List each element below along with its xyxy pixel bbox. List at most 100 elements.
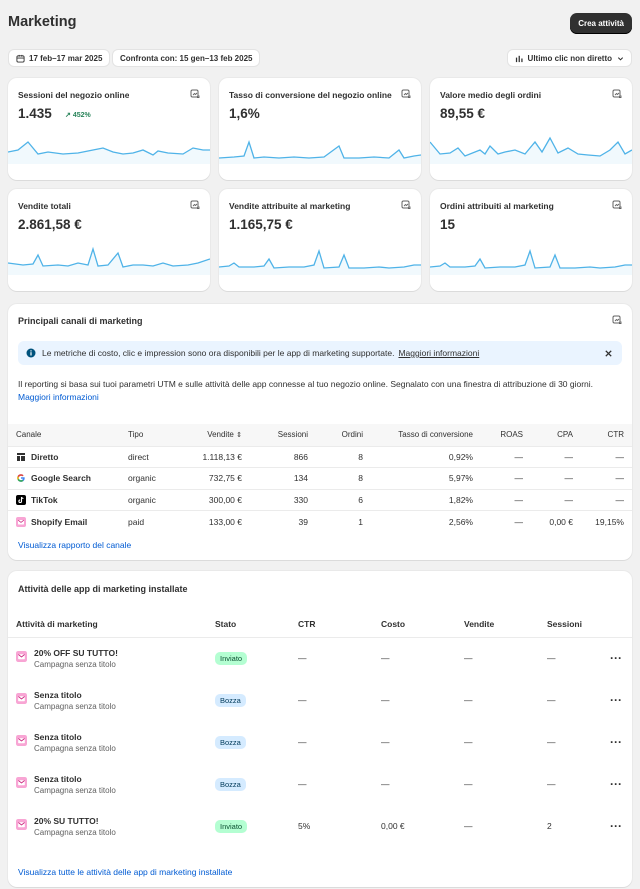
date-range-picker[interactable]: 17 feb–17 mar 2025	[8, 49, 111, 67]
actions-cell: ···	[602, 679, 632, 721]
compare-picker[interactable]: Confronta con: 15 gen–13 feb 2025	[112, 49, 261, 67]
metric-value: 89,55 €	[440, 106, 486, 121]
banner-learn-more-link[interactable]: Maggiori informazioni	[398, 348, 480, 358]
sparkline	[219, 248, 421, 275]
activity-subtitle: Campagna senza titolo	[34, 743, 116, 753]
channel-name: Diretto	[31, 451, 59, 462]
status-badge: Inviato	[215, 819, 248, 833]
channel-sales: 133,00 €	[180, 510, 250, 532]
report-icon[interactable]	[612, 200, 622, 210]
activity-name[interactable]: Senza titolo	[34, 773, 82, 784]
table-row[interactable]: Senza titolo Campagna senza titolo Bozza — —…	[8, 763, 632, 805]
actions-cell: ···	[602, 721, 632, 763]
status-badge: Bozza	[215, 693, 246, 707]
col-sales-label: Vendite	[207, 430, 234, 440]
date-range-label: 17 feb–17 mar 2025	[29, 53, 103, 63]
more-actions-icon[interactable]: ···	[610, 693, 622, 707]
table-row[interactable]: Diretto direct 1.118,13 €866 8 0,92% — — —	[8, 445, 632, 468]
sort-icon: ⇕	[236, 432, 242, 440]
activity-cell: Senza titolo Campagna senza titolo	[8, 763, 207, 805]
metric-card[interactable]: Vendite attribuite al marketing 1.165,75 …	[219, 189, 421, 291]
channel-name-cell: Diretto	[8, 445, 120, 468]
table-row[interactable]: Google Search organic 732,75 €134 8 5,97% — — —	[8, 467, 632, 489]
report-icon[interactable]	[401, 89, 411, 99]
view-all-activities-link[interactable]: Visualizza tutte le attività delle app d…	[18, 867, 233, 877]
status-cell: Bozza	[207, 721, 290, 763]
channel-ctr: —	[581, 445, 632, 468]
channel-type: direct	[120, 445, 180, 468]
activity-sessions: —	[547, 737, 556, 747]
activity-name[interactable]: 20% SU TUTTO!	[34, 815, 99, 826]
metric-card[interactable]: Ordini attribuiti al marketing 15	[430, 189, 632, 291]
channel-name: TikTok	[31, 494, 58, 505]
activity-name[interactable]: Senza titolo	[34, 689, 82, 700]
metric-value: 15	[440, 217, 456, 232]
metric-card[interactable]: Valore medio degli ordini 89,55 €	[430, 78, 632, 180]
channel-roas: —	[481, 467, 531, 489]
channel-sales: 1.118,13 €	[180, 445, 250, 468]
google-icon	[17, 474, 25, 483]
table-row[interactable]: TikTok organic 300,00 €330 6 1,82% — — —	[8, 488, 632, 511]
view-channel-report-link[interactable]: Visualizza rapporto del canale	[18, 540, 132, 550]
activity-sales: —	[464, 737, 473, 747]
activity-name[interactable]: Senza titolo	[34, 731, 82, 742]
table-row[interactable]: 20% OFF SU TUTTO! Campagna senza titolo In…	[8, 637, 632, 679]
more-actions-icon[interactable]: ···	[610, 651, 622, 666]
col-sessions[interactable]: Sessioni	[250, 424, 316, 446]
tiktok-icon	[16, 494, 26, 505]
table-header-row: Canale Tipo Vendite ⇕ Sessioni Ordini Ta…	[8, 424, 632, 446]
channel-sessions: 134	[250, 467, 316, 489]
report-icon[interactable]	[190, 89, 200, 99]
activity-sales: —	[464, 653, 473, 664]
col-conversion[interactable]: Tasso di conversione	[371, 424, 481, 446]
activity-ctr: —	[298, 779, 307, 789]
metric-card[interactable]: Vendite totali 2.861,58 €	[8, 189, 210, 291]
report-icon[interactable]	[401, 200, 411, 210]
more-actions-icon[interactable]: ···	[610, 819, 622, 833]
col-ctr[interactable]: CTR	[581, 424, 632, 446]
col-channel[interactable]: Canale	[8, 424, 120, 446]
more-actions-icon[interactable]: ···	[610, 735, 622, 749]
col-actions	[602, 611, 632, 638]
metric-card[interactable]: Sessioni del negozio online 1.435 ↗ 452%	[8, 78, 210, 180]
info-icon	[26, 348, 36, 358]
activity-name[interactable]: 20% OFF SU TUTTO!	[34, 647, 118, 658]
col-ctr: CTR	[290, 611, 373, 638]
col-orders[interactable]: Ordini	[316, 424, 371, 446]
activity-cell: Senza titolo Campagna senza titolo	[8, 721, 207, 763]
learn-more-link[interactable]: Maggiori informazioni	[18, 392, 99, 402]
table-row[interactable]: Senza titolo Campagna senza titolo Bozza — —…	[8, 679, 632, 721]
activity-sales: —	[464, 695, 473, 705]
activity-sessions: —	[547, 779, 556, 789]
channel-ctr: 19,15%	[581, 510, 632, 532]
channels-table: Canale Tipo Vendite ⇕ Sessioni Ordini Ta…	[8, 424, 632, 532]
activity-subtitle: Campagna senza titolo	[34, 701, 116, 711]
report-icon[interactable]	[612, 315, 622, 325]
close-icon[interactable]	[604, 349, 613, 358]
report-icon[interactable]	[190, 200, 200, 210]
table-row[interactable]: 20% SU TUTTO! Campagna senza titolo Inviat…	[8, 805, 632, 847]
channel-conversion: 2,56%	[371, 510, 481, 532]
table-row[interactable]: Shopify Email paid 133,00 €39 1 2,56% —0,00 €…	[8, 510, 632, 532]
activity-cell: Senza titolo Campagna senza titolo	[8, 679, 207, 721]
status-badge: Inviato	[215, 651, 248, 665]
page-header: Marketing Crea attività	[8, 12, 632, 34]
table-row[interactable]: Senza titolo Campagna senza titolo Bozza — —…	[8, 721, 632, 763]
channel-sessions: 39	[250, 510, 316, 532]
more-actions-icon[interactable]: ···	[610, 777, 622, 791]
metric-delta: ↗ 452%	[65, 111, 91, 119]
channel-ctr: —	[581, 467, 632, 489]
col-cpa[interactable]: CPA	[531, 424, 581, 446]
activity-cell: 20% SU TUTTO! Campagna senza titolo	[8, 805, 207, 847]
metric-title: Vendite attribuite al marketing	[229, 201, 351, 211]
metric-card[interactable]: Tasso di conversione del negozio online 1…	[219, 78, 421, 180]
col-type[interactable]: Tipo	[120, 424, 180, 446]
filter-bar: 17 feb–17 mar 2025 Confronta con: 15 gen…	[8, 49, 632, 67]
col-roas[interactable]: ROAS	[481, 424, 531, 446]
report-icon[interactable]	[612, 89, 622, 99]
col-sales[interactable]: Vendite ⇕	[180, 424, 250, 446]
attribution-model-select[interactable]: Ultimo clic non diretto	[506, 49, 632, 67]
channel-cpa: —	[531, 467, 581, 489]
status-cell: Bozza	[207, 679, 290, 721]
create-activity-button[interactable]: Crea attività	[570, 13, 632, 34]
